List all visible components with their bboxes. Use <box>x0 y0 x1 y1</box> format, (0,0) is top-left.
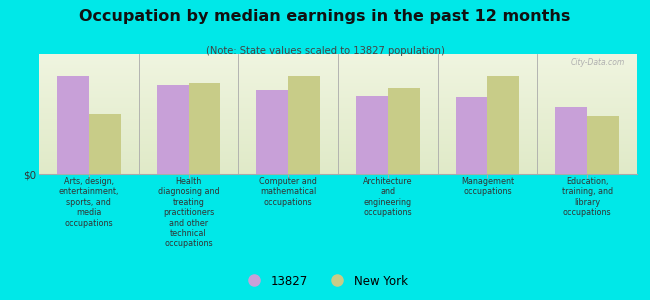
Bar <box>288 76 320 174</box>
Text: Architecture
and
engineering
occupations: Architecture and engineering occupations <box>363 177 413 217</box>
Bar <box>555 107 587 174</box>
Bar <box>587 116 619 174</box>
Text: Management
occupations: Management occupations <box>461 177 514 197</box>
Text: Health
diagnosing and
treating
practitioners
and other
technical
occupations: Health diagnosing and treating practitio… <box>158 177 219 248</box>
Bar <box>157 85 188 174</box>
Bar <box>256 90 288 174</box>
Bar <box>57 76 89 174</box>
Bar <box>456 97 488 174</box>
Text: Computer and
mathematical
occupations: Computer and mathematical occupations <box>259 177 317 207</box>
Text: Occupation by median earnings in the past 12 months: Occupation by median earnings in the pas… <box>79 9 571 24</box>
Bar <box>356 96 388 174</box>
Bar <box>488 76 519 174</box>
Text: Arts, design,
entertainment,
sports, and
media
occupations: Arts, design, entertainment, sports, and… <box>58 177 119 228</box>
Legend: 13827, New York: 13827, New York <box>239 271 411 291</box>
Bar <box>188 83 220 174</box>
Bar <box>89 114 121 174</box>
Text: Education,
training, and
library
occupations: Education, training, and library occupat… <box>562 177 613 217</box>
Text: (Note: State values scaled to 13827 population): (Note: State values scaled to 13827 popu… <box>205 46 445 56</box>
Bar <box>388 88 420 174</box>
Text: City-Data.com: City-Data.com <box>571 58 625 67</box>
